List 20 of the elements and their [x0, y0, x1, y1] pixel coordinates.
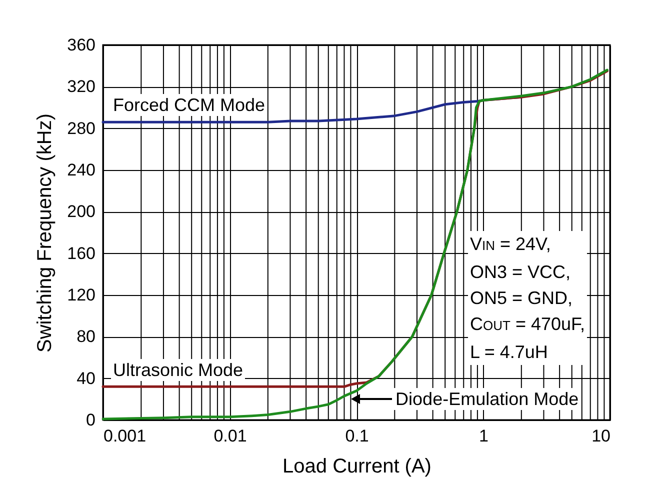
- x-axis-title: Load Current (A): [282, 456, 432, 478]
- y-tick-label: 120: [67, 286, 96, 304]
- x-tick-label: 0.01: [214, 426, 247, 446]
- y-tick-label: 360: [67, 36, 96, 54]
- y-tick-label: 240: [67, 160, 96, 180]
- y-tick-label: 40: [76, 368, 96, 388]
- series-label: Ultrasonic Mode: [111, 358, 246, 381]
- y-tick-label: 280: [67, 118, 96, 138]
- series-label: Forced CCM Mode: [111, 94, 268, 116]
- x-tick-label: 0.001: [104, 426, 146, 446]
- x-tick-label: 10: [592, 426, 610, 446]
- y-axis-title: Switching Frequency (kHz): [34, 114, 56, 352]
- y-tick-label: 200: [67, 202, 96, 222]
- y-tick-label: 80: [76, 327, 96, 346]
- x-tick-label: 0.1: [345, 426, 369, 446]
- annotation: Diode-Emulation Mode: [394, 388, 581, 410]
- y-tick-label: 0: [86, 410, 96, 430]
- y-tick-label: 320: [67, 77, 96, 96]
- x-tick-label: 1: [479, 426, 488, 446]
- y-tick-label: 160: [67, 244, 96, 263]
